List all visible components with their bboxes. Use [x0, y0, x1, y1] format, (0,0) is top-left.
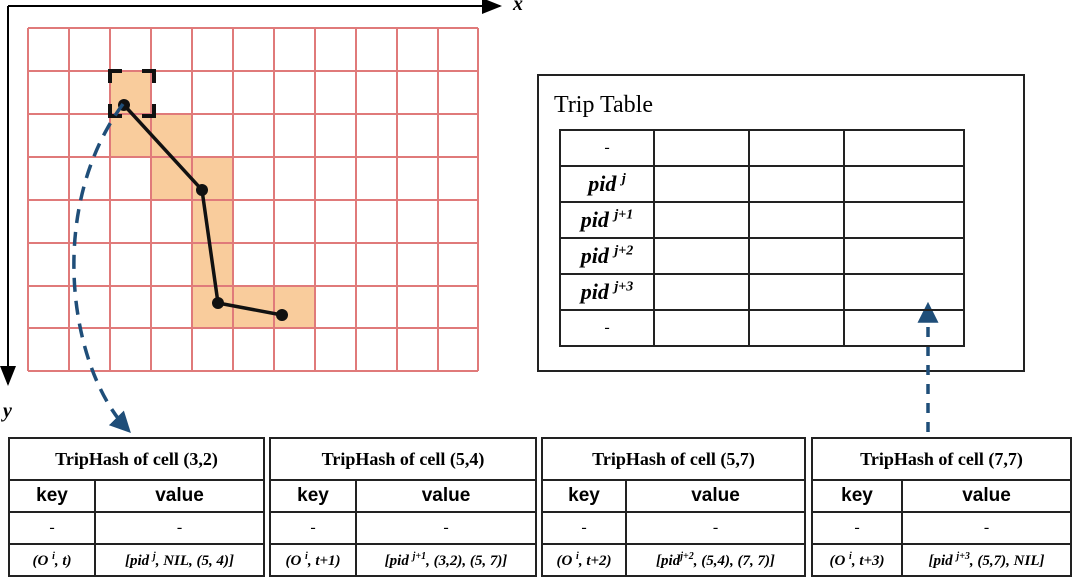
highlight-cell — [192, 286, 315, 328]
triphash-title: TripHash of cell (3,2) — [8, 437, 265, 481]
key-header: key — [811, 479, 903, 513]
trip-table-dash: - — [559, 309, 655, 347]
trajectory-point — [212, 297, 224, 309]
value-cell: - — [355, 511, 537, 545]
trip-table-row: pid j — [559, 165, 965, 203]
trip-table: - pid j pid j+1 pid j+2 pid j+3 - — [559, 129, 965, 347]
axes — [0, 0, 502, 386]
triphash-table: TripHash of cell (5,7) key value - - (O … — [541, 437, 806, 577]
trip-table-row: pid j+1 — [559, 201, 965, 239]
triphash-title: TripHash of cell (7,7) — [811, 437, 1072, 481]
highlight-cell — [192, 200, 233, 243]
y-axis-label: y — [1, 400, 12, 422]
x-axis-label: x — [512, 0, 523, 15]
key-cell: (O i, t+1) — [269, 543, 357, 577]
trip-table-row: - — [559, 129, 965, 167]
trip-row-pid: pid j+3 — [580, 279, 634, 304]
value-cell: - — [94, 511, 265, 545]
trajectory-point — [276, 309, 288, 321]
value-header: value — [355, 479, 537, 513]
value-cell: - — [625, 511, 806, 545]
triphash-table: TripHash of cell (5,4) key value - - (O … — [269, 437, 537, 577]
value-cell: [pidj+2, (5,4), (7, 7)] — [625, 543, 806, 577]
trajectory-point — [196, 184, 208, 196]
key-header: key — [8, 479, 96, 513]
key-header: key — [269, 479, 357, 513]
value-cell: [pid j, NIL, (5, 4)] — [94, 543, 265, 577]
trip-table-dash: - — [559, 129, 655, 167]
trip-row-pid: pid j+2 — [580, 243, 634, 268]
key-cell: - — [811, 511, 903, 545]
spatial-grid — [27, 27, 479, 372]
key-header: key — [541, 479, 627, 513]
cell-to-hash-arrow — [72, 102, 131, 434]
key-cell: (O i, t+3) — [811, 543, 903, 577]
triphash-title: TripHash of cell (5,7) — [541, 437, 806, 481]
value-cell: - — [901, 511, 1072, 545]
triphash-title: TripHash of cell (5,4) — [269, 437, 537, 481]
key-cell: - — [541, 511, 627, 545]
triphash-table: TripHash of cell (3,2) key value - - (O … — [8, 437, 265, 577]
selected-cell-brackets — [108, 69, 156, 118]
trip-table-box — [537, 74, 1025, 372]
highlight-cell — [110, 71, 151, 114]
value-cell: [pid j+3, (5,7), NIL] — [901, 543, 1072, 577]
trip-row-pid: pid j — [588, 171, 626, 196]
key-cell: (O i, t+2) — [541, 543, 627, 577]
trip-table-row: pid j+2 — [559, 237, 965, 275]
trip-table-title: Trip Table — [554, 92, 653, 118]
value-header: value — [94, 479, 265, 513]
value-header: value — [625, 479, 806, 513]
value-cell: [pid j+1, (3,2), (5, 7)] — [355, 543, 537, 577]
key-cell: (O i, t) — [8, 543, 96, 577]
value-header: value — [901, 479, 1072, 513]
trip-row-pid: pid j+1 — [580, 207, 634, 232]
trip-table-row: - — [559, 309, 965, 347]
trajectory-path — [122, 103, 283, 317]
trip-table-row: pid j+3 — [559, 273, 965, 311]
trajectory — [118, 99, 288, 321]
key-cell: - — [8, 511, 96, 545]
triphash-table: TripHash of cell (7,7) key value - - (O … — [811, 437, 1072, 577]
key-cell: - — [269, 511, 357, 545]
